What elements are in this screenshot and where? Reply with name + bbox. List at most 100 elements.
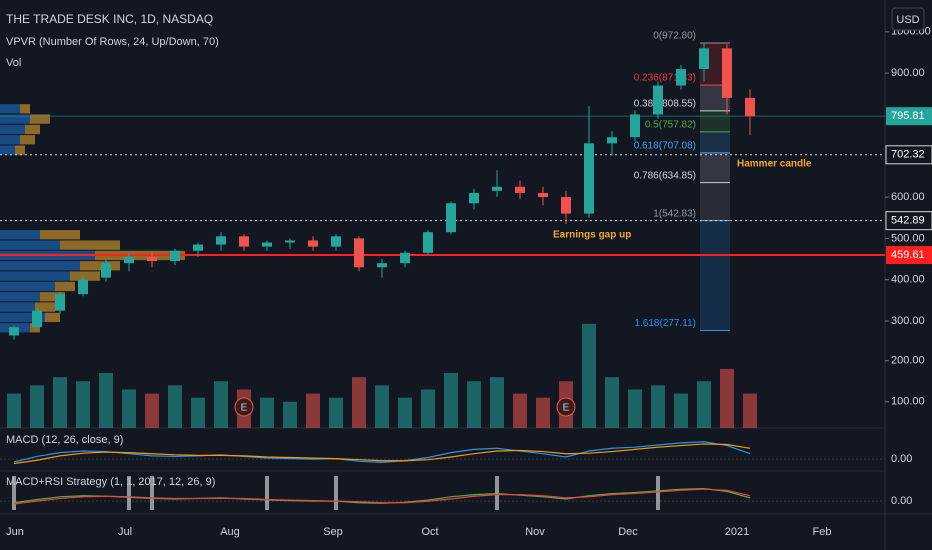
y-tick-label: 0.00 [891,453,912,465]
profile-up [0,281,55,292]
volume-bar [214,381,228,428]
price-badge-label: 459.61 [891,249,925,261]
earnings-label: E [241,403,248,414]
fib-zone [700,131,730,153]
candle-body [492,186,502,191]
pane-label: MACD (12, 26, close, 9) [6,434,123,446]
volume-bar [651,385,665,428]
pane-label: MACD+RSI Strategy (1, 1, 2017, 12, 26, 9… [6,476,215,488]
volume-bar [306,393,320,428]
profile-up [0,114,30,124]
price-badge [885,145,932,165]
price-badge [886,107,932,126]
annotation: Hammer candle [737,159,812,170]
volume-bar [743,393,757,428]
profile-up [0,230,40,240]
profile-up [0,145,15,155]
candle-body [216,236,226,245]
volume-bar [7,393,21,428]
y-tick-label: 600.00 [891,191,925,203]
x-tick-label: Jul [118,526,132,538]
volume-bar [352,377,366,428]
profile-down [20,135,35,145]
candle-body [354,238,364,268]
signal-marker [656,476,660,510]
indicator-label: Vol [6,57,21,69]
candle-body [400,252,410,264]
x-tick-label: Aug [220,526,240,538]
profile-down [25,124,40,135]
y-tick-label: 400.00 [891,274,925,286]
x-tick-label: Jun [6,526,24,538]
candle-body [630,114,640,138]
currency-button-label[interactable]: USD [896,14,919,26]
candle-body [239,236,249,247]
profile-down [35,302,55,312]
volume-bar [53,377,67,428]
volume-bar [76,381,90,428]
x-tick-label: Dec [618,526,638,538]
signal-marker [150,476,154,510]
x-tick-label: Oct [421,526,438,538]
profile-up [0,104,20,114]
price-badge [886,246,932,265]
candle-body [699,48,709,69]
candle-body [607,137,617,144]
candle-body [538,192,548,198]
volume-bar [536,397,550,428]
volume-bar [628,389,642,428]
price-badge-label: 795.81 [891,110,925,122]
candle-body [55,294,65,311]
profile-down [40,292,65,302]
profile-up [0,135,20,145]
volume-bar [582,323,596,428]
profile-down [30,323,40,333]
candle-body [377,263,387,268]
fib-label: 0.618(707.08) [634,140,696,151]
plot: 0(972.80) 0.236(871.33) 0.382(808.55) 0.5(7… [0,26,932,538]
candle-body [653,85,663,115]
x-tick-label: Feb [813,526,832,538]
symbol-title: THE TRADE DESK INC, 1D, NASDAQ [6,12,213,26]
fib-zone [700,220,730,331]
candle-body [147,256,157,262]
fib-zone [700,152,730,183]
candle-body [170,250,180,262]
y-tick-label: 300.00 [891,315,925,327]
candle-body [262,242,272,247]
fib-zone [700,110,730,132]
volume-bar [30,385,44,428]
volume-bar [122,389,136,428]
x-tick-label: 2021 [725,526,749,538]
fib-label: 0.382(808.55) [634,99,696,110]
profile-up [0,302,35,312]
profile-down [60,240,120,250]
volume-bar [490,377,504,428]
volume-bar [697,381,711,428]
volume-bar [674,393,688,428]
signal-marker [334,476,338,510]
price-badge-label: 702.32 [891,149,925,161]
fib-label: 0.786(634.85) [634,170,696,181]
volume-bar [444,373,458,428]
profile-up [0,261,80,271]
fib-label: 0.5(757.82) [645,120,696,131]
currency-button[interactable] [891,7,925,31]
volume-bar [283,401,297,428]
profile-up [0,292,40,302]
profile-down [55,281,75,292]
fib-label: 1.618(277.11) [634,318,696,329]
volume-bar [513,393,527,428]
y-tick-label: 500.00 [891,232,925,244]
volume-bar [168,385,182,428]
earnings-label: E [563,403,570,414]
candle-body [745,97,755,117]
volume-bar [260,397,274,428]
volume-bar [145,393,159,428]
volume-bar [720,368,734,428]
indicator-line [13,488,751,505]
signal-marker [265,476,269,510]
candle-body [722,48,732,98]
candle-body [9,327,19,336]
candle-body [469,192,479,204]
